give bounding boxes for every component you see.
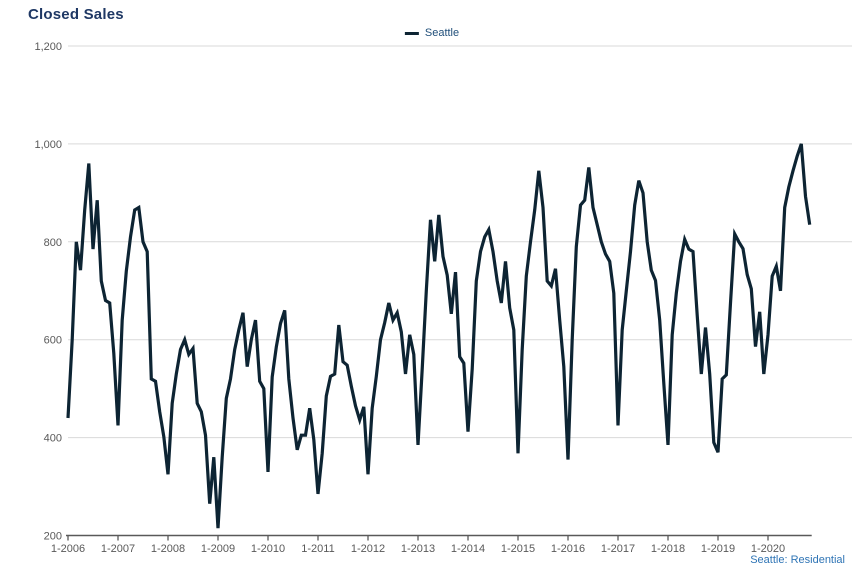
legend-series-label: Seattle bbox=[424, 27, 460, 39]
y-axis-tick-label: 800 bbox=[44, 237, 62, 249]
y-axis-tick-label: 200 bbox=[44, 531, 62, 543]
legend: Seattle bbox=[404, 27, 460, 39]
y-axis-labels: 200 400 600 800 1,000 1,200 bbox=[34, 41, 62, 543]
y-axis-tick-label: 400 bbox=[44, 433, 62, 445]
y-axis-tick-label: 600 bbox=[44, 335, 62, 347]
x-axis-tick-label: 1-2011 bbox=[301, 543, 334, 555]
x-axis-tick-label: 1-2013 bbox=[401, 543, 435, 555]
x-axis: 1-2006 1-2007 1-2008 1-2009 1-2010 1-2011 1-20… bbox=[51, 534, 812, 555]
x-axis-tick-label: 1-2010 bbox=[251, 543, 285, 555]
seattle-series-line bbox=[66, 143, 812, 529]
x-axis-tick-label: 1-2017 bbox=[601, 543, 635, 555]
x-axis-tick-label: 1-2020 bbox=[751, 543, 785, 555]
y-axis-tick-label: 1,000 bbox=[34, 139, 62, 151]
x-axis-tick-label: 1-2007 bbox=[101, 543, 135, 555]
x-axis-tick-label: 1-2015 bbox=[501, 543, 535, 555]
x-axis-tick-label: 1-2018 bbox=[651, 543, 685, 555]
x-axis-tick-label: 1-2019 bbox=[701, 543, 735, 555]
x-axis-tick-label: 1-2006 bbox=[51, 543, 85, 555]
x-axis-tick-label: 1-2016 bbox=[551, 543, 585, 555]
source-footnote: Seattle: Residential bbox=[750, 554, 845, 566]
page-title: Closed Sales bbox=[28, 6, 124, 23]
x-axis-tick-label: 1-2008 bbox=[151, 543, 185, 555]
y-axis-tick-label: 1,200 bbox=[34, 41, 62, 53]
x-axis-tick-label: 1-2012 bbox=[351, 543, 385, 555]
x-axis-tick-label: 1-2009 bbox=[201, 543, 235, 555]
x-axis-tick-label: 1-2014 bbox=[451, 543, 485, 555]
legend-line-marker-icon bbox=[404, 31, 419, 35]
